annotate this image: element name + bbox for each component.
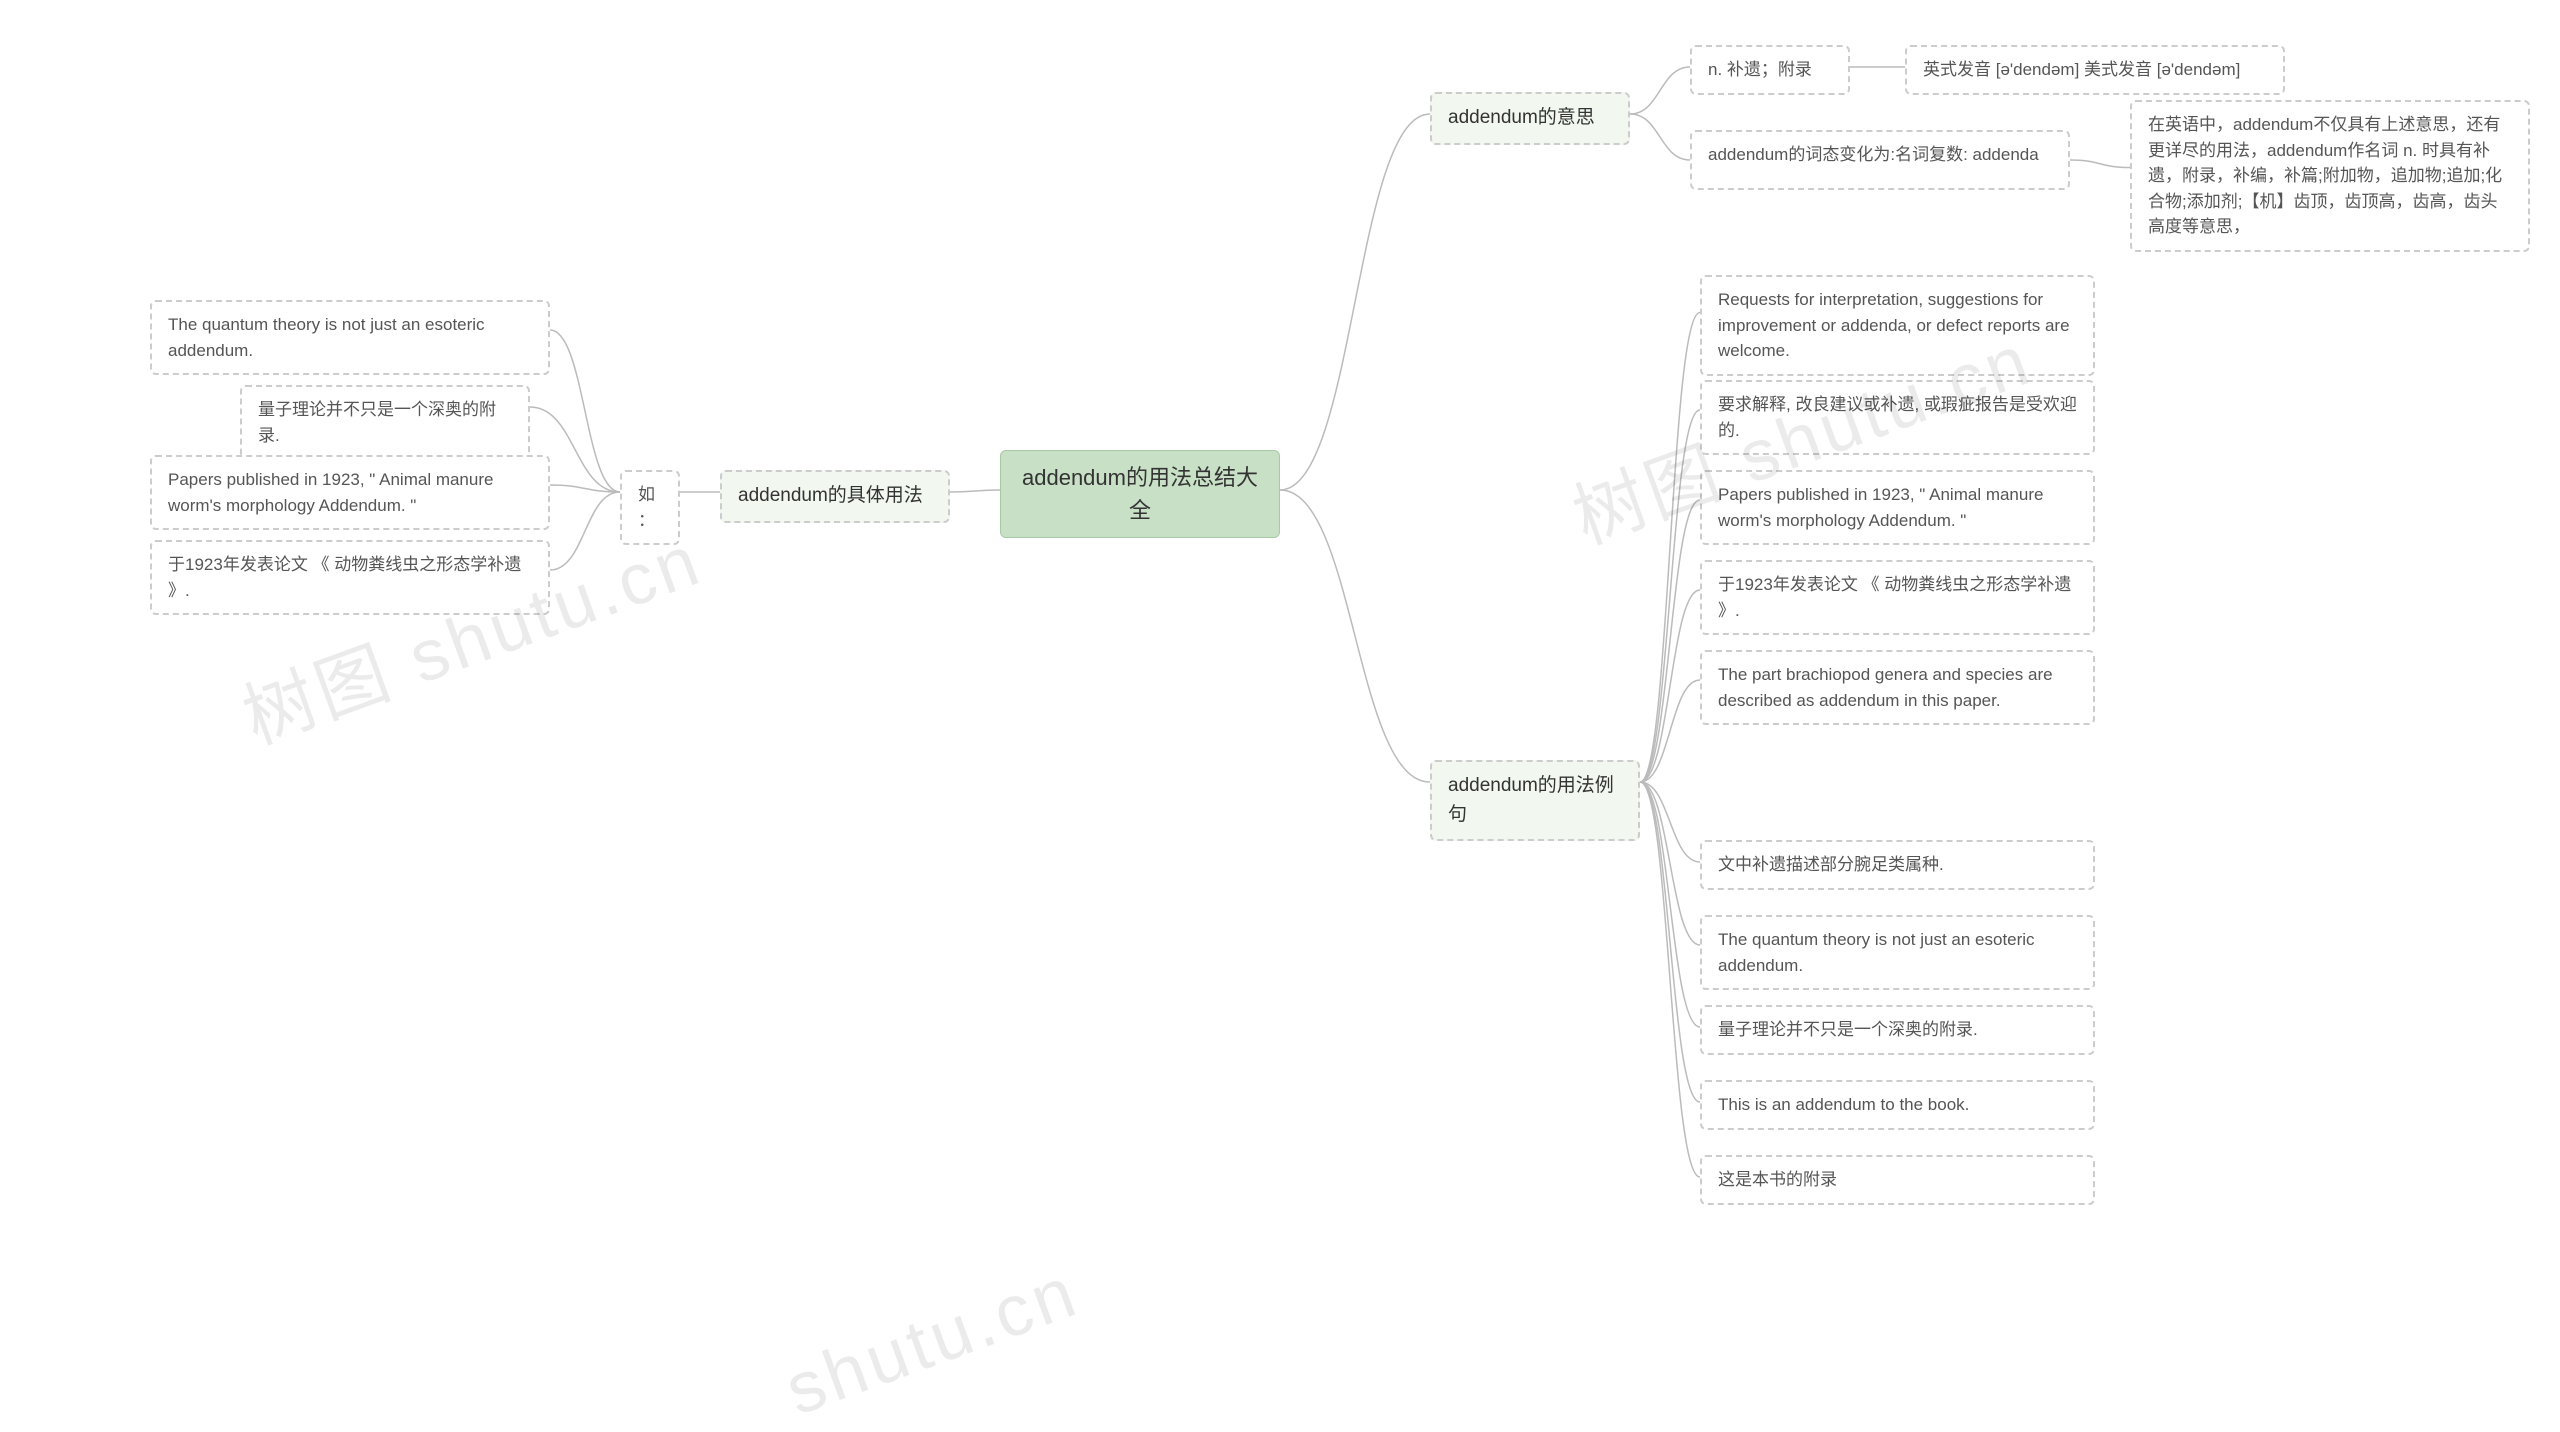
left-leaf-0: The quantum theory is not just an esoter… <box>150 300 550 375</box>
left-leaf-3: 于1923年发表论文 《 动物粪线虫之形态学补遗 》. <box>150 540 550 615</box>
right2-leaf-8: This is an addendum to the book. <box>1700 1080 2095 1130</box>
right2-leaf-2: Papers published in 1923, " Animal manur… <box>1700 470 2095 545</box>
r1d: 在英语中，addendum不仅具有上述意思，还有更详尽的用法，addendum作… <box>2130 100 2530 252</box>
right2-leaf-4: The part brachiopod genera and species a… <box>1700 650 2095 725</box>
left-sub: 如： <box>620 470 680 545</box>
right2-leaf-7: 量子理论并不只是一个深奥的附录. <box>1700 1005 2095 1055</box>
left-leaf-1: 量子理论并不只是一个深奥的附录. <box>240 385 530 460</box>
right2-leaf-9: 这是本书的附录 <box>1700 1155 2095 1205</box>
branch-right-2: addendum的用法例句 <box>1430 760 1640 841</box>
r1a: n. 补遗；附录 <box>1690 45 1850 95</box>
branch-left: addendum的具体用法 <box>720 470 950 523</box>
right2-leaf-6: The quantum theory is not just an esoter… <box>1700 915 2095 990</box>
root-node: addendum的用法总结大全 <box>1000 450 1280 538</box>
right2-leaf-3: 于1923年发表论文 《 动物粪线虫之形态学补遗 》. <box>1700 560 2095 635</box>
r1b: 英式发音 [ə'dendəm] 美式发音 [ə'dendəm] <box>1905 45 2285 95</box>
right2-leaf-0: Requests for interpretation, suggestions… <box>1700 275 2095 376</box>
left-leaf-2: Papers published in 1923, " Animal manur… <box>150 455 550 530</box>
r1c: addendum的词态变化为:名词复数: addenda <box>1690 130 2070 190</box>
watermark-2: shutu.cn <box>775 1250 1089 1431</box>
right2-leaf-1: 要求解释, 改良建议或补遗, 或瑕疵报告是受欢迎的. <box>1700 380 2095 455</box>
branch-right-1: addendum的意思 <box>1430 92 1630 145</box>
right2-leaf-5: 文中补遗描述部分腕足类属种. <box>1700 840 2095 890</box>
